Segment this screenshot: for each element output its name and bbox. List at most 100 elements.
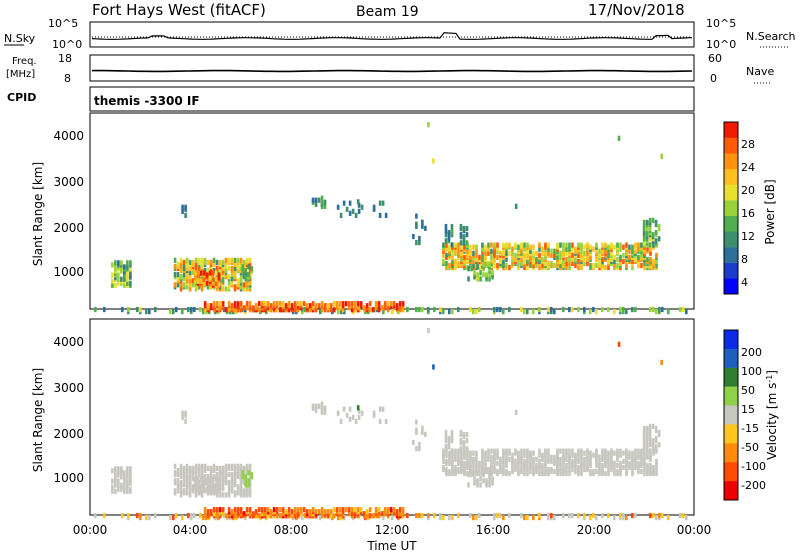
velocity-cell	[304, 512, 307, 519]
power-cell	[354, 212, 358, 219]
power-cell	[323, 199, 327, 205]
velocity-cell	[520, 448, 523, 454]
power-cell	[427, 306, 430, 313]
velocity-cell	[418, 446, 421, 452]
velocity-cell	[589, 468, 592, 475]
power-cell	[191, 269, 195, 276]
velocity-cell	[526, 464, 529, 471]
power-cell	[182, 282, 186, 288]
power-cell	[523, 242, 526, 248]
velocity-cell	[595, 515, 598, 521]
power-cell	[415, 221, 418, 227]
power-cell	[362, 305, 366, 311]
velocity-cell	[625, 468, 628, 475]
velocity-cell	[117, 486, 120, 492]
power-cell	[127, 306, 130, 313]
velocity-cell	[475, 458, 478, 464]
velocity-cell	[532, 464, 535, 471]
power-cell	[418, 240, 421, 246]
power-cell	[377, 307, 381, 313]
power-cell	[508, 250, 511, 256]
velocity-colorbar-tick: -200	[741, 479, 766, 492]
power-cell	[484, 244, 487, 250]
velocity-cell	[577, 448, 580, 454]
velocity-cell	[655, 464, 658, 471]
velocity-cell	[493, 448, 496, 454]
velocity-cell	[145, 515, 148, 521]
velocity-cell	[181, 515, 184, 521]
power-cell	[360, 204, 364, 210]
velocity-cell	[448, 450, 451, 456]
power-cell	[619, 254, 622, 260]
velocity-cell	[444, 434, 448, 440]
power-cell	[194, 257, 198, 263]
power-cell	[642, 223, 646, 230]
power-cell	[634, 256, 637, 263]
velocity-cell	[424, 431, 427, 437]
power-cell	[451, 250, 454, 256]
velocity-cell	[541, 452, 544, 458]
velocity-cell	[574, 452, 577, 458]
velocity-xtick: 00:00	[73, 523, 108, 537]
velocity-cell	[381, 406, 385, 412]
velocity-cell	[148, 515, 151, 521]
velocity-cell	[212, 511, 216, 517]
power-cell	[556, 242, 559, 248]
power-cell	[654, 219, 658, 226]
velocity-cell	[481, 452, 484, 458]
velocity-cell	[457, 448, 460, 454]
velocity-cell	[657, 429, 661, 436]
velocity-cell	[111, 484, 114, 490]
velocity-cell	[126, 486, 129, 492]
velocity-cell	[377, 507, 381, 513]
velocity-cell	[640, 448, 643, 454]
velocity-cell	[179, 480, 183, 486]
power-cell	[511, 260, 514, 267]
power-cell	[120, 260, 123, 266]
velocity-xtick: 08:00	[274, 523, 309, 537]
velocity-cell	[202, 515, 205, 521]
velocity-cell	[496, 512, 499, 519]
velocity-cell	[329, 509, 333, 515]
velocity-cell	[203, 463, 207, 469]
power-cell	[535, 250, 538, 256]
velocity-cell	[415, 427, 418, 433]
velocity-ytick: 2000	[53, 427, 84, 441]
power-cell	[462, 225, 466, 232]
velocity-cell	[580, 468, 583, 475]
velocity-cell	[323, 405, 327, 411]
velocity-cell	[314, 509, 318, 515]
power-cell	[365, 303, 369, 309]
velocity-colorbar-cell	[724, 386, 738, 406]
power-cell	[275, 301, 279, 307]
power-cell	[652, 242, 655, 248]
velocity-xtick: 00:00	[677, 523, 712, 537]
power-cell	[478, 262, 481, 269]
power-cell	[667, 309, 670, 315]
velocity-cell	[532, 450, 535, 456]
power-cell	[538, 252, 541, 258]
power-cell	[450, 223, 454, 230]
velocity-cell	[565, 470, 568, 477]
power-cell	[499, 258, 502, 265]
power-cell	[490, 242, 493, 248]
power-cell	[499, 306, 502, 313]
velocity-cell	[454, 448, 457, 454]
velocity-cell	[667, 515, 670, 521]
velocity-colorbar-cell	[724, 330, 738, 350]
power-colorbar: 28 24 20 16 12 8 4 Power [dB]	[723, 121, 777, 295]
power-cell	[187, 306, 190, 313]
velocity-cell	[616, 448, 619, 454]
power-cell	[230, 257, 234, 263]
velocity-cell	[538, 470, 541, 477]
velocity-cell	[547, 466, 550, 473]
velocity-cell	[472, 456, 475, 462]
power-cell	[233, 265, 237, 272]
power-cell	[339, 212, 343, 219]
power-cell	[496, 242, 499, 248]
velocity-cell	[547, 456, 550, 462]
frequency-panel: Freq. [MHz] 18 8 60 0 Nave	[6, 52, 774, 85]
velocity-colorbar-tick: -50	[741, 441, 759, 454]
velocity-cell	[353, 507, 357, 513]
velocity-cell	[392, 507, 396, 513]
